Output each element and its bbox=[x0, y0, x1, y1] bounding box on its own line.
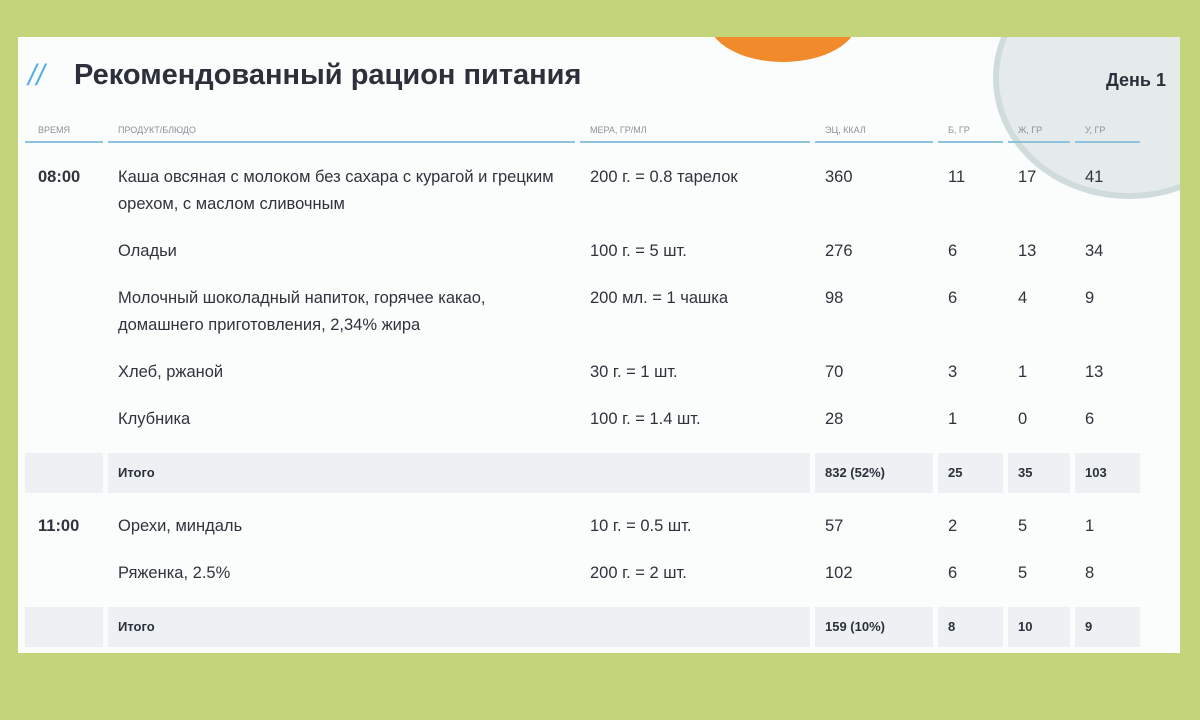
total-cell: 9 bbox=[1075, 607, 1140, 647]
cell: Каша овсяная с молоком без сахара с кура… bbox=[118, 168, 554, 213]
total-label: Итого bbox=[108, 607, 810, 647]
cell: Молочный шоколадный напиток, горячее как… bbox=[118, 289, 486, 334]
cell: Оладьи bbox=[118, 242, 177, 260]
meal-time: 08:00 bbox=[38, 168, 81, 186]
column-header: Ж, ГР bbox=[1008, 125, 1070, 143]
total-cell: 832 (52%) bbox=[815, 453, 933, 493]
cell: 360 bbox=[825, 168, 853, 186]
cell: 13 bbox=[1085, 363, 1104, 381]
header-mark: // bbox=[28, 59, 45, 92]
total-cell: 8 bbox=[938, 607, 1003, 647]
cell: 1 bbox=[1018, 363, 1028, 381]
cell: 200 г. = 2 шт. bbox=[590, 564, 687, 582]
total-cell: 25 bbox=[938, 453, 1003, 493]
header-row: ВРЕМЯ ПРОДУКТ/БЛЮДО МЕРА, ГР/МЛ ЭЦ, ККАЛ Б, … bbox=[25, 125, 1140, 143]
cell: 98 bbox=[825, 289, 844, 307]
total-cell: 159 (10%) bbox=[815, 607, 933, 647]
column-header: ЭЦ, ККАЛ bbox=[815, 125, 933, 143]
meal-time: 11:00 bbox=[38, 517, 80, 535]
title: Рекомендованный рацион питания bbox=[74, 59, 582, 91]
cell: 0 bbox=[1018, 410, 1028, 428]
item-row: Молочный шоколадный напиток, горячее как… bbox=[25, 285, 1140, 359]
cell: 8 bbox=[1085, 564, 1095, 582]
cell: 200 мл. = 1 чашка bbox=[590, 289, 729, 307]
item-row: Клубника 100 г. = 1.4 шт. 28 1 0 6 bbox=[25, 406, 1140, 453]
column-header: МЕРА, ГР/МЛ bbox=[580, 125, 810, 143]
cell: 34 bbox=[1085, 242, 1104, 260]
total-row: Итого 832 (52%) 25 35 103 bbox=[25, 453, 1140, 493]
cell: 9 bbox=[1085, 289, 1095, 307]
cell: 100 г. = 1.4 шт. bbox=[590, 410, 701, 428]
empty-cell bbox=[25, 453, 103, 493]
cell: 276 bbox=[825, 242, 853, 260]
item-row: Ряженка, 2.5% 200 г. = 2 шт. 102 6 5 8 bbox=[25, 560, 1140, 607]
cell: 1 bbox=[948, 410, 958, 428]
cell: 100 г. = 5 шт. bbox=[590, 242, 687, 260]
panel: // Рекомендованный рацион питания День 1… bbox=[18, 37, 1180, 653]
cell: 57 bbox=[825, 517, 844, 535]
cell: 70 bbox=[825, 363, 844, 381]
item-row: Хлеб, ржаной 30 г. = 1 шт. 70 3 1 13 bbox=[25, 359, 1140, 406]
empty-cell bbox=[25, 285, 103, 339]
cell: 3 bbox=[948, 363, 958, 381]
cell: 5 bbox=[1018, 517, 1028, 535]
item-row: 08:00 Каша овсяная с молоком без сахара с… bbox=[25, 164, 1140, 238]
empty-cell bbox=[25, 607, 103, 647]
column-header: ПРОДУКТ/БЛЮДО bbox=[108, 125, 575, 143]
cell: Хлеб, ржаной bbox=[118, 363, 224, 381]
cell: 28 bbox=[825, 410, 844, 428]
cell: 102 bbox=[825, 564, 853, 582]
cell: 6 bbox=[1085, 410, 1095, 428]
item-row: 11:00 Орехи, миндаль 10 г. = 0.5 шт. 57 2 5 1 bbox=[25, 513, 1140, 560]
column-header: ВРЕМЯ bbox=[25, 125, 103, 143]
total-cell: 35 bbox=[1008, 453, 1070, 493]
cell: 30 г. = 1 шт. bbox=[590, 363, 678, 381]
total-row: Итого 159 (10%) 8 10 9 bbox=[25, 607, 1140, 647]
empty-cell bbox=[25, 560, 103, 587]
item-row: Оладьи 100 г. = 5 шт. 276 6 13 34 bbox=[25, 238, 1140, 285]
table: ВРЕМЯ ПРОДУКТ/БЛЮДО МЕРА, ГР/МЛ ЭЦ, ККАЛ Б, … bbox=[25, 125, 1140, 653]
cell: Орехи, миндаль bbox=[118, 517, 243, 535]
cell: 11 bbox=[948, 168, 966, 186]
cell: 5 bbox=[1018, 564, 1028, 582]
cell: Ряженка, 2.5% bbox=[118, 564, 231, 582]
header: // Рекомендованный рацион питания День 1 bbox=[18, 37, 1180, 127]
day-label: День 1 bbox=[1105, 70, 1166, 90]
empty-cell bbox=[25, 238, 103, 265]
cell: 1 bbox=[1085, 517, 1095, 535]
empty-cell bbox=[25, 359, 103, 386]
cell: 200 г. = 0.8 тарелок bbox=[590, 168, 738, 186]
column-header: У, ГР bbox=[1075, 125, 1140, 143]
cell: Клубника bbox=[118, 410, 191, 428]
cell: 6 bbox=[948, 242, 958, 260]
cell: 13 bbox=[1018, 242, 1037, 260]
cell: 6 bbox=[948, 289, 958, 307]
total-cell: 10 bbox=[1008, 607, 1070, 647]
cell: 41 bbox=[1085, 168, 1104, 186]
cell: 4 bbox=[1018, 289, 1028, 307]
empty-cell bbox=[25, 406, 103, 433]
cell: 17 bbox=[1018, 168, 1037, 186]
cell: 2 bbox=[948, 517, 958, 535]
total-cell: 103 bbox=[1075, 453, 1140, 493]
total-label: Итого bbox=[108, 453, 810, 493]
column-header: Б, ГР bbox=[938, 125, 1003, 143]
cell: 10 г. = 0.5 шт. bbox=[590, 517, 692, 535]
cell: 6 bbox=[948, 564, 958, 582]
